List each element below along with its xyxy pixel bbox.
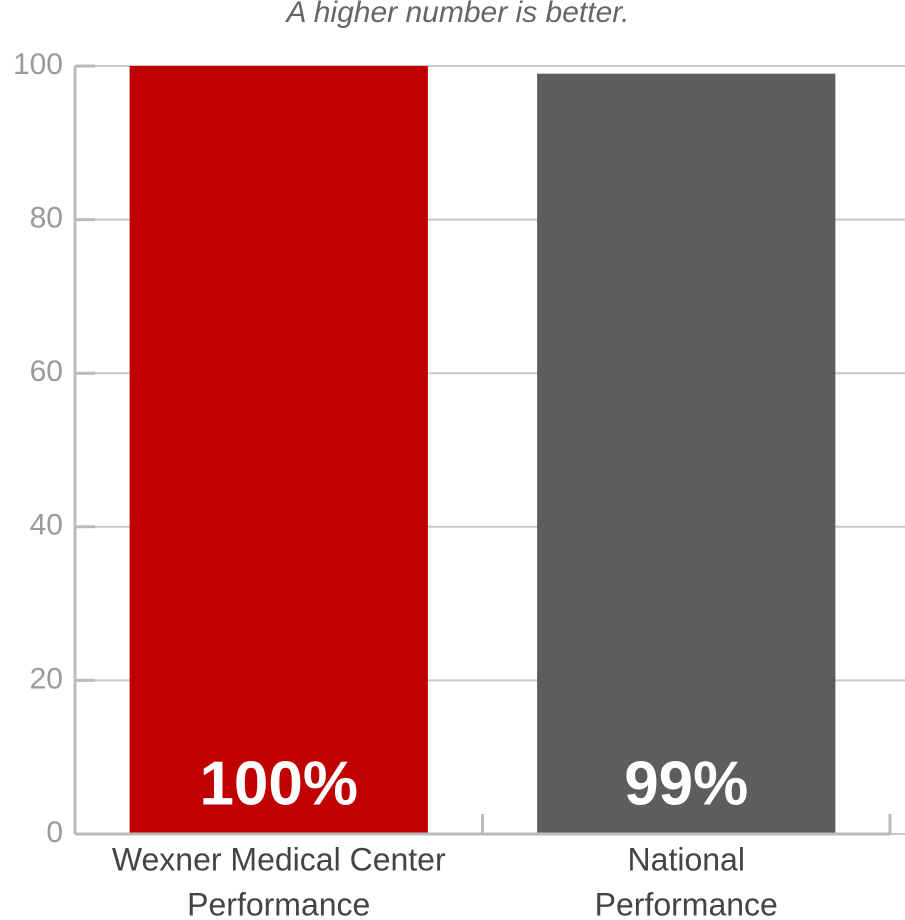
bar: [537, 73, 836, 835]
value-label: 99%: [624, 749, 748, 818]
y-tick-label: 0: [46, 816, 63, 849]
y-tick-label: 100: [13, 48, 63, 81]
bar: [129, 66, 428, 834]
value-label: 100%: [199, 749, 358, 818]
x-tick-label: Performance: [595, 886, 778, 920]
x-tick-label: National: [628, 841, 745, 877]
y-tick-label: 80: [30, 202, 63, 235]
y-tick-label: 40: [30, 509, 63, 542]
y-tick-label: 60: [30, 355, 63, 388]
x-tick-label: Performance: [187, 886, 370, 920]
x-tick-label: Wexner Medical Center: [112, 841, 446, 877]
chart-subtitle: A higher number is better.: [285, 0, 630, 29]
y-tick-label: 20: [30, 662, 63, 695]
